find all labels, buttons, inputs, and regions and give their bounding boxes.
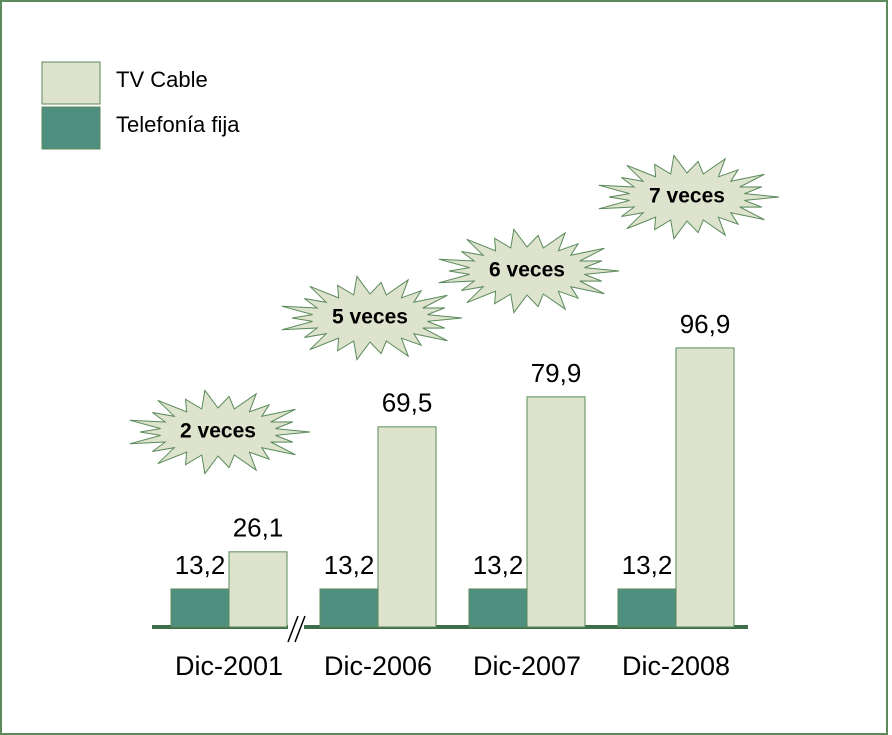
data-label: 13,2: [324, 550, 375, 580]
legend-swatch: [41, 106, 101, 150]
bar: [319, 588, 379, 628]
bar: [468, 588, 528, 628]
annotation: 5 veces: [332, 306, 408, 329]
starburst: [129, 389, 311, 475]
x-tick-label: Dic-2007: [473, 651, 581, 681]
bar: [170, 588, 230, 628]
bar: [617, 588, 677, 628]
bar: [228, 551, 288, 628]
data-label: 13,2: [622, 550, 673, 580]
data-label: 96,9: [680, 309, 731, 339]
data-label: 69,5: [382, 388, 433, 418]
x-tick-label: Dic-2008: [622, 651, 730, 681]
legend-label: Telefonía fija: [116, 112, 240, 137]
bar: [675, 347, 735, 628]
x-tick-label: Dic-2001: [175, 651, 283, 681]
bar: [377, 426, 437, 628]
bar: [526, 396, 586, 628]
data-label: 26,1: [233, 513, 284, 543]
x-tick-label: Dic-2006: [324, 651, 432, 681]
annotation: 2 veces: [180, 420, 256, 443]
annotation: 6 veces: [489, 259, 565, 282]
annotation: 7 veces: [649, 185, 725, 208]
axis-break: [287, 615, 299, 643]
data-label: 13,2: [175, 550, 226, 580]
legend-label: TV Cable: [116, 67, 208, 92]
legend-swatch: [41, 61, 101, 105]
data-label: 13,2: [473, 550, 524, 580]
axis-break: [294, 615, 306, 643]
starburst: [598, 154, 780, 240]
starburst: [438, 228, 620, 314]
data-label: 79,9: [531, 358, 582, 388]
starburst: [281, 275, 463, 361]
